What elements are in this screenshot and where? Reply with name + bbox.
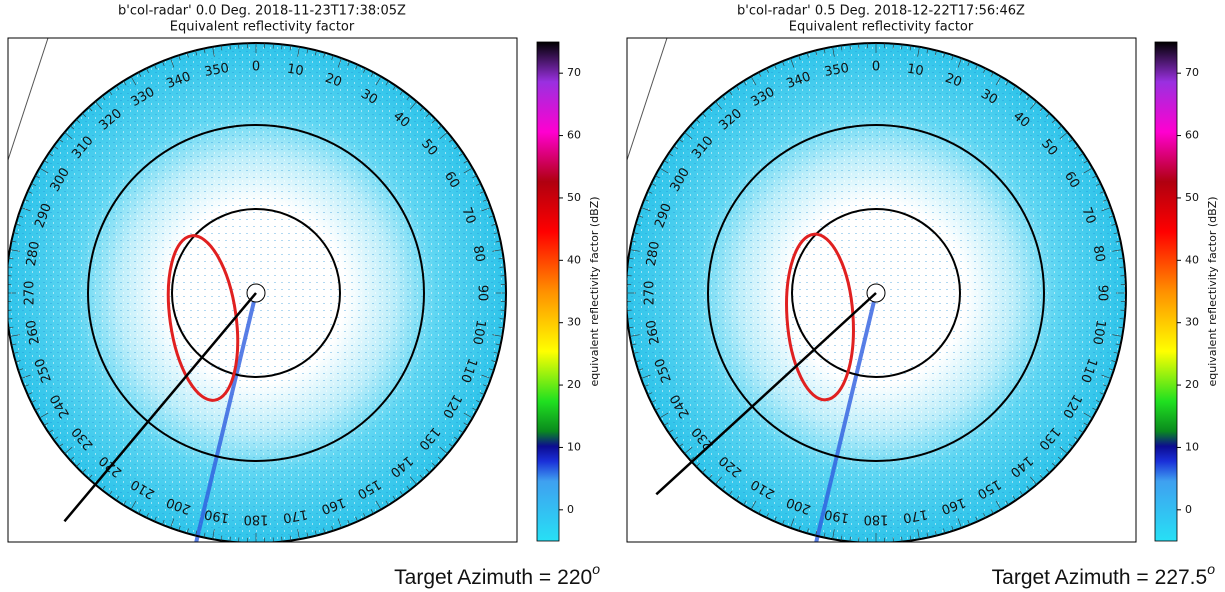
azimuth-label: 180 (244, 512, 269, 527)
colorbar-tick-label: 60 (1185, 129, 1199, 142)
colorbar-tick-label: 20 (1185, 378, 1199, 391)
chart-subtitle: Equivalent reflectivity factor (789, 20, 974, 35)
colorbar-tick-label: 0 (1185, 503, 1192, 516)
azimuth-label: 270 (23, 281, 38, 306)
chart-title: b'col-radar' 0.5 Deg. 2018-12-22T17:56:4… (737, 4, 1025, 19)
colorbar-tick-label: 70 (1185, 66, 1199, 79)
colorbar-tick-label: 30 (1185, 316, 1199, 329)
azimuth-label: 0 (872, 60, 880, 75)
panel: b'col-radar' 0.0 Deg. 2018-11-23T17:38:0… (6, 4, 601, 589)
caption-text: Target Azimuth = (992, 566, 1149, 589)
azimuth-label: 10 (906, 62, 925, 80)
colorbar-tick-label: 50 (567, 191, 581, 204)
azimuth-label: 90 (1095, 285, 1110, 302)
colorbar-tick-label: 40 (567, 253, 581, 266)
azimuth-label: 80 (1090, 244, 1108, 263)
colorbar (537, 42, 559, 541)
plot-area: 0102030405060708090100110120130140150160… (6, 38, 517, 543)
colorbar-tick-label: 10 (567, 440, 581, 453)
colorbar-label: equivalent reflectivity factor (dBZ) (1206, 196, 1219, 386)
azimuth-label: 180 (864, 512, 889, 527)
caption: Target Azimuth = 220o (394, 561, 600, 589)
colorbar-tick-label: 40 (1185, 253, 1199, 266)
colorbar-tick-label: 20 (567, 378, 581, 391)
panel: b'col-radar' 0.5 Deg. 2018-12-22T17:56:4… (626, 4, 1219, 589)
colorbar-label: equivalent reflectivity factor (dBZ) (588, 196, 601, 386)
colorbar-tick-label: 70 (567, 66, 581, 79)
caption-unit: o (592, 561, 600, 577)
azimuth-label: 90 (475, 285, 490, 302)
colorbar-tick-label: 0 (567, 503, 574, 516)
colorbar-tick-label: 50 (1185, 191, 1199, 204)
azimuth-label: 270 (643, 281, 658, 306)
colorbar-tick-label: 60 (567, 129, 581, 142)
caption-value: 227.5 (1155, 566, 1208, 589)
caption-value: 220 (557, 566, 592, 589)
chart-title: b'col-radar' 0.0 Deg. 2018-11-23T17:38:0… (118, 4, 406, 19)
figure: b'col-radar' 0.0 Deg. 2018-11-23T17:38:0… (0, 0, 1225, 592)
azimuth-label: 80 (470, 244, 488, 263)
chart-subtitle: Equivalent reflectivity factor (170, 20, 355, 35)
colorbar (1155, 42, 1177, 541)
caption-text: Target Azimuth = (394, 566, 551, 589)
caption-unit: o (1207, 561, 1215, 577)
azimuth-label: 10 (286, 62, 305, 80)
plot-area: 0102030405060708090100110120130140150160… (626, 38, 1136, 543)
caption: Target Azimuth = 227.5o (992, 561, 1216, 589)
colorbar-tick-label: 10 (1185, 440, 1199, 453)
azimuth-label: 0 (252, 60, 260, 75)
colorbar-tick-label: 30 (567, 316, 581, 329)
